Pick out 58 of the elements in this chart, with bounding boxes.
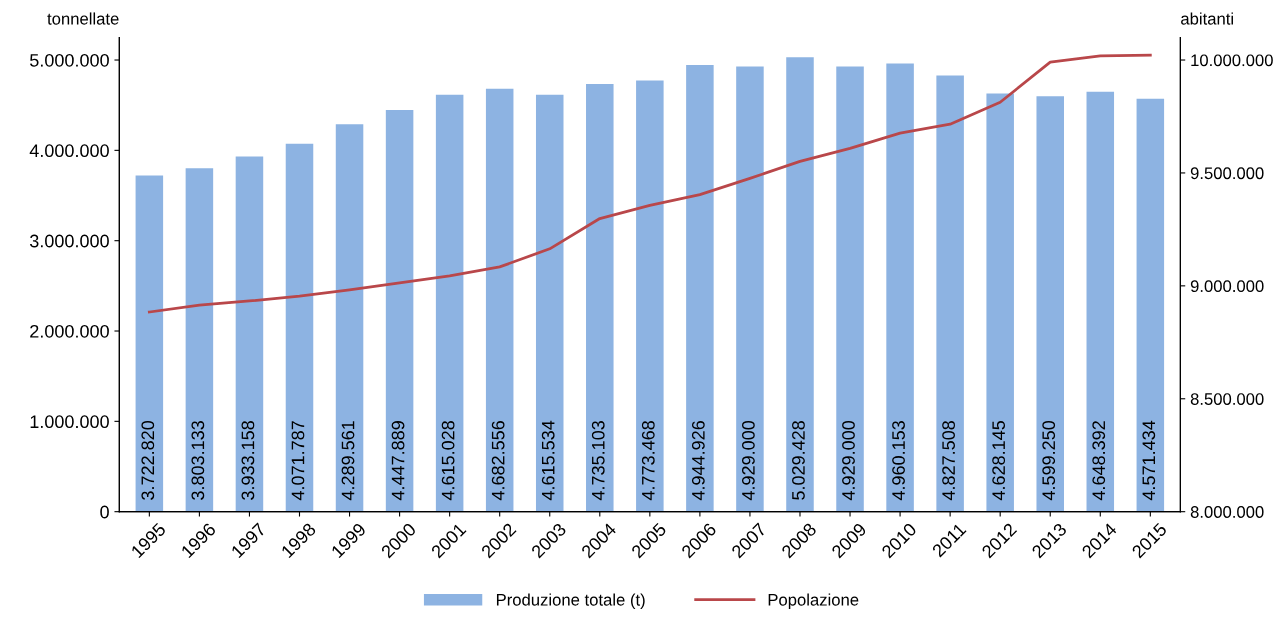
bar [736, 66, 764, 512]
data-label: 4.289.561 [341, 421, 355, 501]
data-label: 4.929.000 [842, 420, 855, 501]
bar [986, 93, 1014, 512]
y-tick-label: 1.000.000 [30, 415, 109, 429]
data-label: 4.615.534 [541, 420, 555, 501]
data-label: 4.827.508 [942, 421, 955, 501]
bar [435, 94, 464, 512]
data-label: 4.929.000 [742, 420, 755, 501]
bar [135, 175, 164, 512]
data-label: 3.803.133 [191, 421, 205, 500]
y2-tick-label: 9.000.000 [1190, 280, 1264, 293]
bar [936, 75, 964, 512]
bar [636, 80, 664, 512]
y-tick-label: 0 [100, 505, 109, 519]
data-label: 4.599.250 [1042, 420, 1056, 501]
y-axis-title: tonnellate [47, 12, 119, 25]
data-label: 4.628.145 [992, 421, 1006, 501]
data-label: 4.960.153 [892, 421, 905, 501]
bar [385, 109, 414, 512]
bar [1086, 91, 1115, 512]
y2-tick-label: 9.500.000 [1190, 167, 1264, 180]
y2-tick-label: 8.000.000 [1190, 506, 1264, 518]
bar [586, 83, 614, 512]
bar [786, 57, 814, 512]
data-label: 4.682.556 [491, 421, 505, 501]
data-label: 4.773.468 [641, 421, 655, 501]
data-label: 4.571.434 [1142, 420, 1156, 501]
data-label: 5.029.428 [792, 421, 805, 500]
bar [235, 156, 264, 512]
data-label: 4.735.103 [591, 421, 605, 501]
y2-axis-title: abitanti [1181, 12, 1233, 25]
bar [185, 168, 214, 512]
bar [886, 63, 914, 512]
y2-tick-label: 10.000.000 [1191, 54, 1273, 67]
y-tick-label: 2.000.000 [30, 324, 109, 338]
legend-label: Produzione totale (t) [496, 593, 645, 609]
bar [1136, 98, 1165, 512]
bar [485, 88, 514, 512]
data-label: 4.944.926 [691, 421, 705, 501]
data-label: 4.615.028 [441, 421, 455, 501]
data-label: 4.648.392 [1092, 421, 1106, 501]
y-tick-label: 5.000.000 [30, 53, 109, 67]
bar [535, 94, 564, 512]
bar [285, 143, 314, 512]
legend-label: Popolazione [768, 593, 859, 609]
y-tick-label: 4.000.000 [29, 144, 109, 158]
bar [686, 65, 714, 512]
data-label: 4.447.889 [391, 421, 405, 501]
data-label: 3.722.820 [141, 420, 155, 500]
data-label: 3.933.158 [241, 421, 255, 500]
bar [1036, 96, 1064, 512]
y2-tick-label: 8.500.000 [1190, 393, 1264, 405]
line-series [147, 53, 1152, 314]
y-tick-label: 3.000.000 [29, 234, 109, 248]
bar [836, 66, 864, 512]
bar [335, 124, 364, 512]
data-label: 4.071.787 [291, 421, 305, 501]
